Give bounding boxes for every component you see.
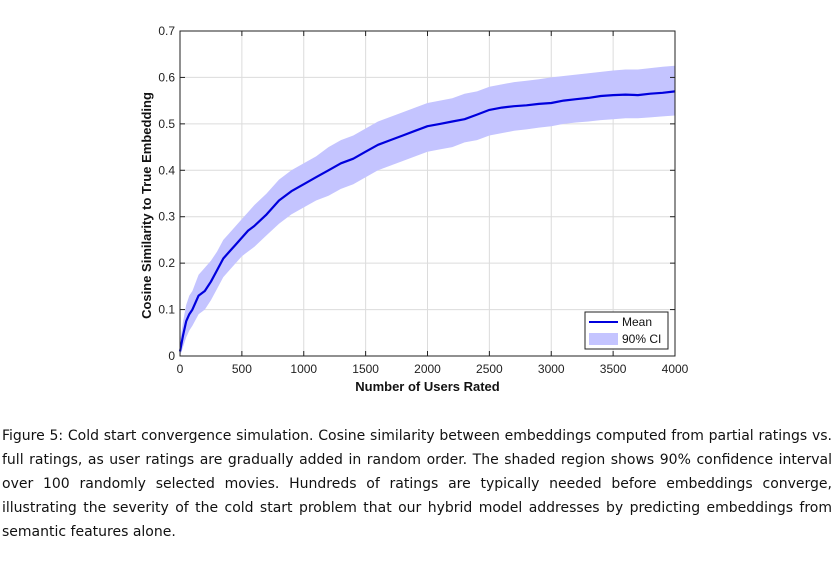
x-axis-label: Number of Users Rated bbox=[355, 379, 500, 394]
mean-line bbox=[178, 90, 676, 352]
x-tick-label: 2500 bbox=[476, 362, 503, 376]
y-tick-label: 0 bbox=[168, 349, 175, 363]
x-tick-label: 2000 bbox=[414, 362, 441, 376]
y-tick-label: 0.2 bbox=[158, 256, 175, 270]
y-tick-label: 0.6 bbox=[158, 70, 175, 84]
x-tick-label: 3500 bbox=[600, 362, 627, 376]
y-axis-ticks: 0 0.1 0.2 0.3 0.4 0.5 0.6 0.7 bbox=[158, 24, 675, 363]
x-tick-label: 0 bbox=[177, 362, 184, 376]
mean-line-layer bbox=[178, 90, 676, 352]
y-tick-label: 0.4 bbox=[158, 163, 175, 177]
y-axis-label: Cosine Similarity to True Embedding bbox=[139, 92, 154, 319]
legend: Mean 90% CI bbox=[584, 311, 669, 350]
y-tick-label: 0.3 bbox=[158, 210, 175, 224]
x-tick-label: 1000 bbox=[290, 362, 317, 376]
y-tick-label: 0.1 bbox=[158, 303, 175, 317]
legend-ci-label: 90% CI bbox=[622, 332, 661, 346]
x-tick-label: 3000 bbox=[538, 362, 565, 376]
x-tick-label: 500 bbox=[232, 362, 252, 376]
legend-mean-label: Mean bbox=[622, 315, 652, 329]
x-tick-label: 4000 bbox=[662, 362, 689, 376]
legend-ci-swatch bbox=[589, 333, 618, 345]
x-tick-label: 1500 bbox=[352, 362, 379, 376]
figure-caption: Figure 5: Cold start convergence simulat… bbox=[2, 428, 832, 540]
y-tick-label: 0.5 bbox=[158, 117, 175, 131]
x-axis-ticks: 0 500 1000 1500 2000 2500 3000 3500 4000 bbox=[177, 31, 689, 376]
y-tick-label: 0.7 bbox=[158, 24, 175, 38]
cold-start-convergence-chart: 0 500 1000 1500 2000 2500 3000 3500 4000 0 0.1 0.2… bbox=[139, 24, 689, 394]
